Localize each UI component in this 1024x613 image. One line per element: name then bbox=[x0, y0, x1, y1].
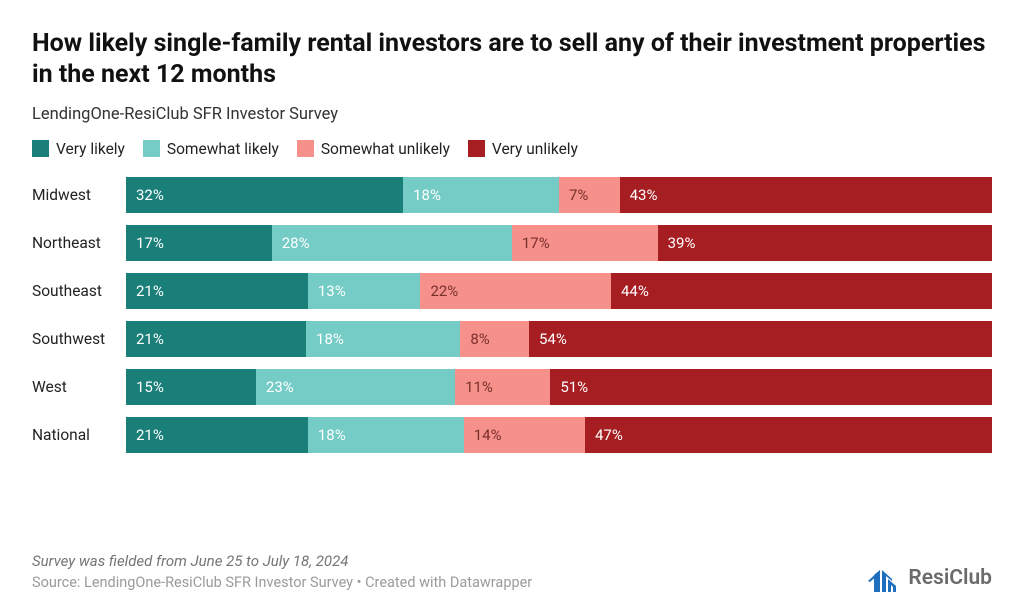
survey-note: Survey was fielded from June 25 to July … bbox=[32, 552, 992, 570]
bar-segment: 18% bbox=[403, 177, 559, 213]
bar-segment: 17% bbox=[512, 225, 658, 261]
legend-swatch bbox=[143, 140, 160, 157]
bar-track: 17%28%17%39% bbox=[126, 225, 992, 261]
bar-segment: 15% bbox=[126, 369, 256, 405]
row-label: Midwest bbox=[32, 186, 126, 204]
legend-item: Somewhat likely bbox=[143, 140, 279, 158]
bar-track: 32%18%7%43% bbox=[126, 177, 992, 213]
legend: Very likely Somewhat likely Somewhat unlik… bbox=[32, 140, 992, 158]
legend-label: Very likely bbox=[56, 140, 125, 158]
legend-swatch bbox=[297, 140, 314, 157]
bar-segment: 51% bbox=[550, 369, 992, 405]
chart-row: Southeast21%13%22%44% bbox=[32, 272, 992, 310]
bar-segment: 39% bbox=[658, 225, 992, 261]
legend-swatch bbox=[468, 140, 485, 157]
chart-title: How likely single-family rental investor… bbox=[32, 28, 992, 91]
row-label: Southeast bbox=[32, 282, 126, 300]
chart-subtitle: LendingOne-ResiClub SFR Investor Survey bbox=[32, 105, 992, 124]
bar-segment: 17% bbox=[126, 225, 272, 261]
bar-track: 15%23%11%51% bbox=[126, 369, 992, 405]
row-label: National bbox=[32, 426, 126, 444]
resiclub-logo: ResiClub bbox=[866, 563, 992, 593]
chart-row: Midwest32%18%7%43% bbox=[32, 176, 992, 214]
bar-segment: 14% bbox=[464, 417, 585, 453]
bar-segment: 21% bbox=[126, 321, 306, 357]
bar-track: 21%18%8%54% bbox=[126, 321, 992, 357]
bar-segment: 7% bbox=[559, 177, 620, 213]
legend-label: Very unlikely bbox=[492, 140, 578, 158]
bar-segment: 11% bbox=[455, 369, 550, 405]
bar-segment: 28% bbox=[272, 225, 512, 261]
legend-label: Somewhat likely bbox=[167, 140, 279, 158]
legend-item: Very unlikely bbox=[468, 140, 578, 158]
bar-segment: 8% bbox=[460, 321, 529, 357]
resiclub-logo-text: ResiClub bbox=[908, 566, 992, 590]
chart-row: National21%18%14%47% bbox=[32, 416, 992, 454]
bar-segment: 32% bbox=[126, 177, 403, 213]
bar-segment: 23% bbox=[256, 369, 455, 405]
bar-segment: 54% bbox=[529, 321, 992, 357]
legend-item: Somewhat unlikely bbox=[297, 140, 450, 158]
row-label: West bbox=[32, 378, 126, 396]
bar-segment: 18% bbox=[306, 321, 460, 357]
source-line: Source: LendingOne-ResiClub SFR Investor… bbox=[32, 574, 992, 591]
legend-item: Very likely bbox=[32, 140, 125, 158]
bar-segment: 21% bbox=[126, 273, 308, 309]
bar-segment: 22% bbox=[420, 273, 611, 309]
chart-row: Southwest21%18%8%54% bbox=[32, 320, 992, 358]
row-label: Southwest bbox=[32, 330, 126, 348]
stacked-bar-chart: Midwest32%18%7%43%Northeast17%28%17%39%S… bbox=[32, 176, 992, 454]
chart-row: West15%23%11%51% bbox=[32, 368, 992, 406]
bar-segment: 13% bbox=[308, 273, 421, 309]
chart-row: Northeast17%28%17%39% bbox=[32, 224, 992, 262]
bar-segment: 44% bbox=[611, 273, 992, 309]
bar-segment: 21% bbox=[126, 417, 308, 453]
footer: Survey was fielded from June 25 to July … bbox=[32, 552, 992, 591]
bar-segment: 18% bbox=[308, 417, 464, 453]
legend-label: Somewhat unlikely bbox=[321, 140, 450, 158]
row-label: Northeast bbox=[32, 234, 126, 252]
resiclub-logo-icon bbox=[866, 563, 900, 593]
legend-swatch bbox=[32, 140, 49, 157]
bar-segment: 47% bbox=[585, 417, 992, 453]
bar-segment: 43% bbox=[620, 177, 992, 213]
bar-track: 21%18%14%47% bbox=[126, 417, 992, 453]
bar-track: 21%13%22%44% bbox=[126, 273, 992, 309]
